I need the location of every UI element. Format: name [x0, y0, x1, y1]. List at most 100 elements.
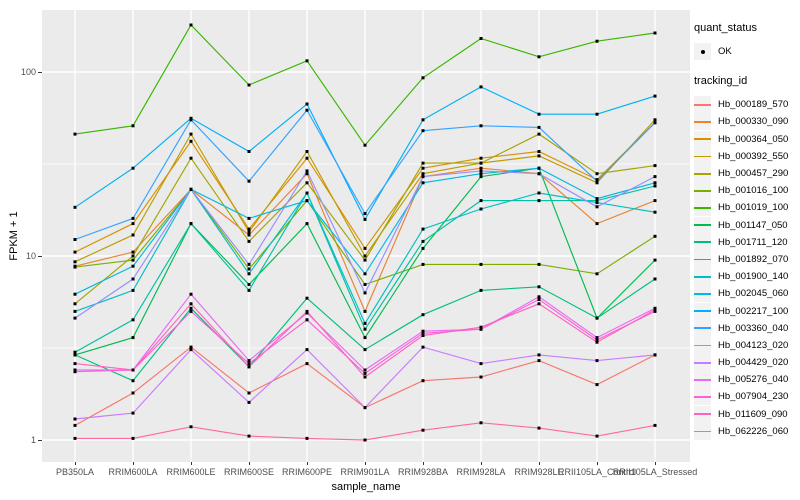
x-tick-mark — [248, 462, 250, 465]
legend-title-tracking-id: tracking_id — [694, 75, 748, 88]
legend-label: Hb_003360_040 — [718, 322, 789, 334]
data-point — [421, 161, 425, 165]
series-color-line-icon — [694, 241, 711, 244]
data-point — [189, 156, 193, 160]
data-point — [305, 181, 309, 185]
data-point — [595, 201, 599, 205]
data-point — [653, 353, 657, 357]
data-point — [247, 365, 251, 369]
legend-label: Hb_000457_290 — [718, 168, 789, 180]
data-point — [73, 265, 77, 269]
data-point — [363, 254, 367, 258]
data-point — [595, 112, 599, 116]
legend-item: Hb_004123_020 — [694, 336, 800, 354]
data-point — [363, 272, 367, 276]
data-point — [653, 199, 657, 203]
data-point — [131, 166, 135, 170]
legend-label-ok: OK — [718, 46, 732, 58]
legend-item: Hb_001019_100 — [694, 199, 800, 217]
data-point — [73, 417, 77, 421]
x-tick-mark — [538, 462, 540, 465]
data-point — [189, 118, 193, 122]
data-point — [363, 371, 367, 375]
data-point — [189, 23, 193, 27]
data-point — [421, 129, 425, 133]
data-point — [653, 184, 657, 188]
x-tick-mark — [190, 462, 192, 465]
data-point — [653, 234, 657, 238]
series-color-line-icon — [694, 430, 711, 433]
data-point — [73, 368, 77, 372]
x-tick-label: RRII105LA_Control — [557, 467, 637, 477]
data-point — [247, 434, 251, 438]
data-point — [537, 150, 541, 153]
data-point — [189, 132, 193, 136]
legend-label: Hb_002217_100 — [718, 305, 789, 317]
legend-key-swatch — [694, 113, 711, 131]
data-point — [537, 125, 541, 129]
data-point — [595, 205, 599, 209]
legend-item: Hb_002045_060 — [694, 285, 800, 303]
data-point — [363, 309, 367, 313]
data-point — [479, 207, 483, 211]
series-color-line-icon — [694, 103, 711, 106]
data-point — [73, 370, 77, 374]
x-tick-label: RRIM901LA — [340, 467, 390, 477]
data-point — [421, 239, 425, 243]
y-tick-mark — [38, 71, 42, 73]
data-point — [363, 348, 367, 352]
data-point — [479, 288, 483, 292]
legend-item: Hb_001711_120 — [694, 233, 800, 251]
data-point — [305, 172, 309, 176]
data-point — [131, 254, 135, 258]
data-point — [479, 262, 483, 266]
series-color-line-icon — [694, 172, 711, 175]
data-point — [131, 336, 135, 340]
data-point — [421, 118, 425, 122]
data-point — [595, 181, 599, 185]
data-point — [73, 350, 77, 354]
legend-item: Hb_000189_570 — [694, 96, 800, 114]
data-point — [653, 31, 657, 35]
data-point — [595, 179, 599, 183]
legend-item: Hb_011609_090 — [694, 405, 800, 423]
data-point — [595, 336, 599, 340]
data-point — [537, 199, 541, 203]
data-point — [421, 181, 425, 185]
data-point — [653, 309, 657, 313]
legend-label: Hb_062226_060 — [718, 425, 789, 437]
legend-key-swatch — [694, 147, 711, 165]
data-point — [131, 216, 135, 220]
legend-item-ok: OK — [694, 43, 800, 61]
legend-label: Hb_001147_050 — [718, 219, 788, 231]
data-point — [537, 154, 541, 158]
data-point — [479, 375, 483, 379]
data-point — [247, 362, 251, 366]
data-point — [421, 166, 425, 170]
legend-label: Hb_001711_120 — [718, 236, 788, 248]
legend-key-swatch — [694, 165, 711, 183]
data-point — [595, 197, 599, 201]
data-point — [305, 169, 309, 173]
y-tick-mark — [38, 439, 42, 441]
series-color-line-icon — [694, 224, 711, 227]
legend-key-swatch — [694, 302, 711, 320]
data-point — [363, 291, 367, 295]
data-point — [131, 277, 135, 281]
legend-key-swatch — [694, 336, 711, 354]
x-tick-label: RRII105LA_Stressed — [612, 467, 698, 477]
legend-item: Hb_062226_060 — [694, 422, 800, 440]
data-point — [305, 436, 309, 440]
data-point — [653, 423, 657, 427]
data-point — [653, 164, 657, 168]
data-point — [305, 318, 309, 322]
legend-label: Hb_000189_570 — [718, 99, 789, 111]
legend-key-swatch — [694, 130, 711, 148]
legend-label: Hb_001019_100 — [718, 202, 789, 214]
series-color-line-icon — [694, 378, 711, 381]
legend-tracking-block: tracking_id Hb_000189_570 Hb_000330_090 Hb… — [694, 75, 800, 440]
data-point — [479, 169, 483, 173]
data-point — [189, 425, 193, 429]
data-point — [131, 379, 135, 383]
x-tick-mark — [654, 462, 656, 465]
